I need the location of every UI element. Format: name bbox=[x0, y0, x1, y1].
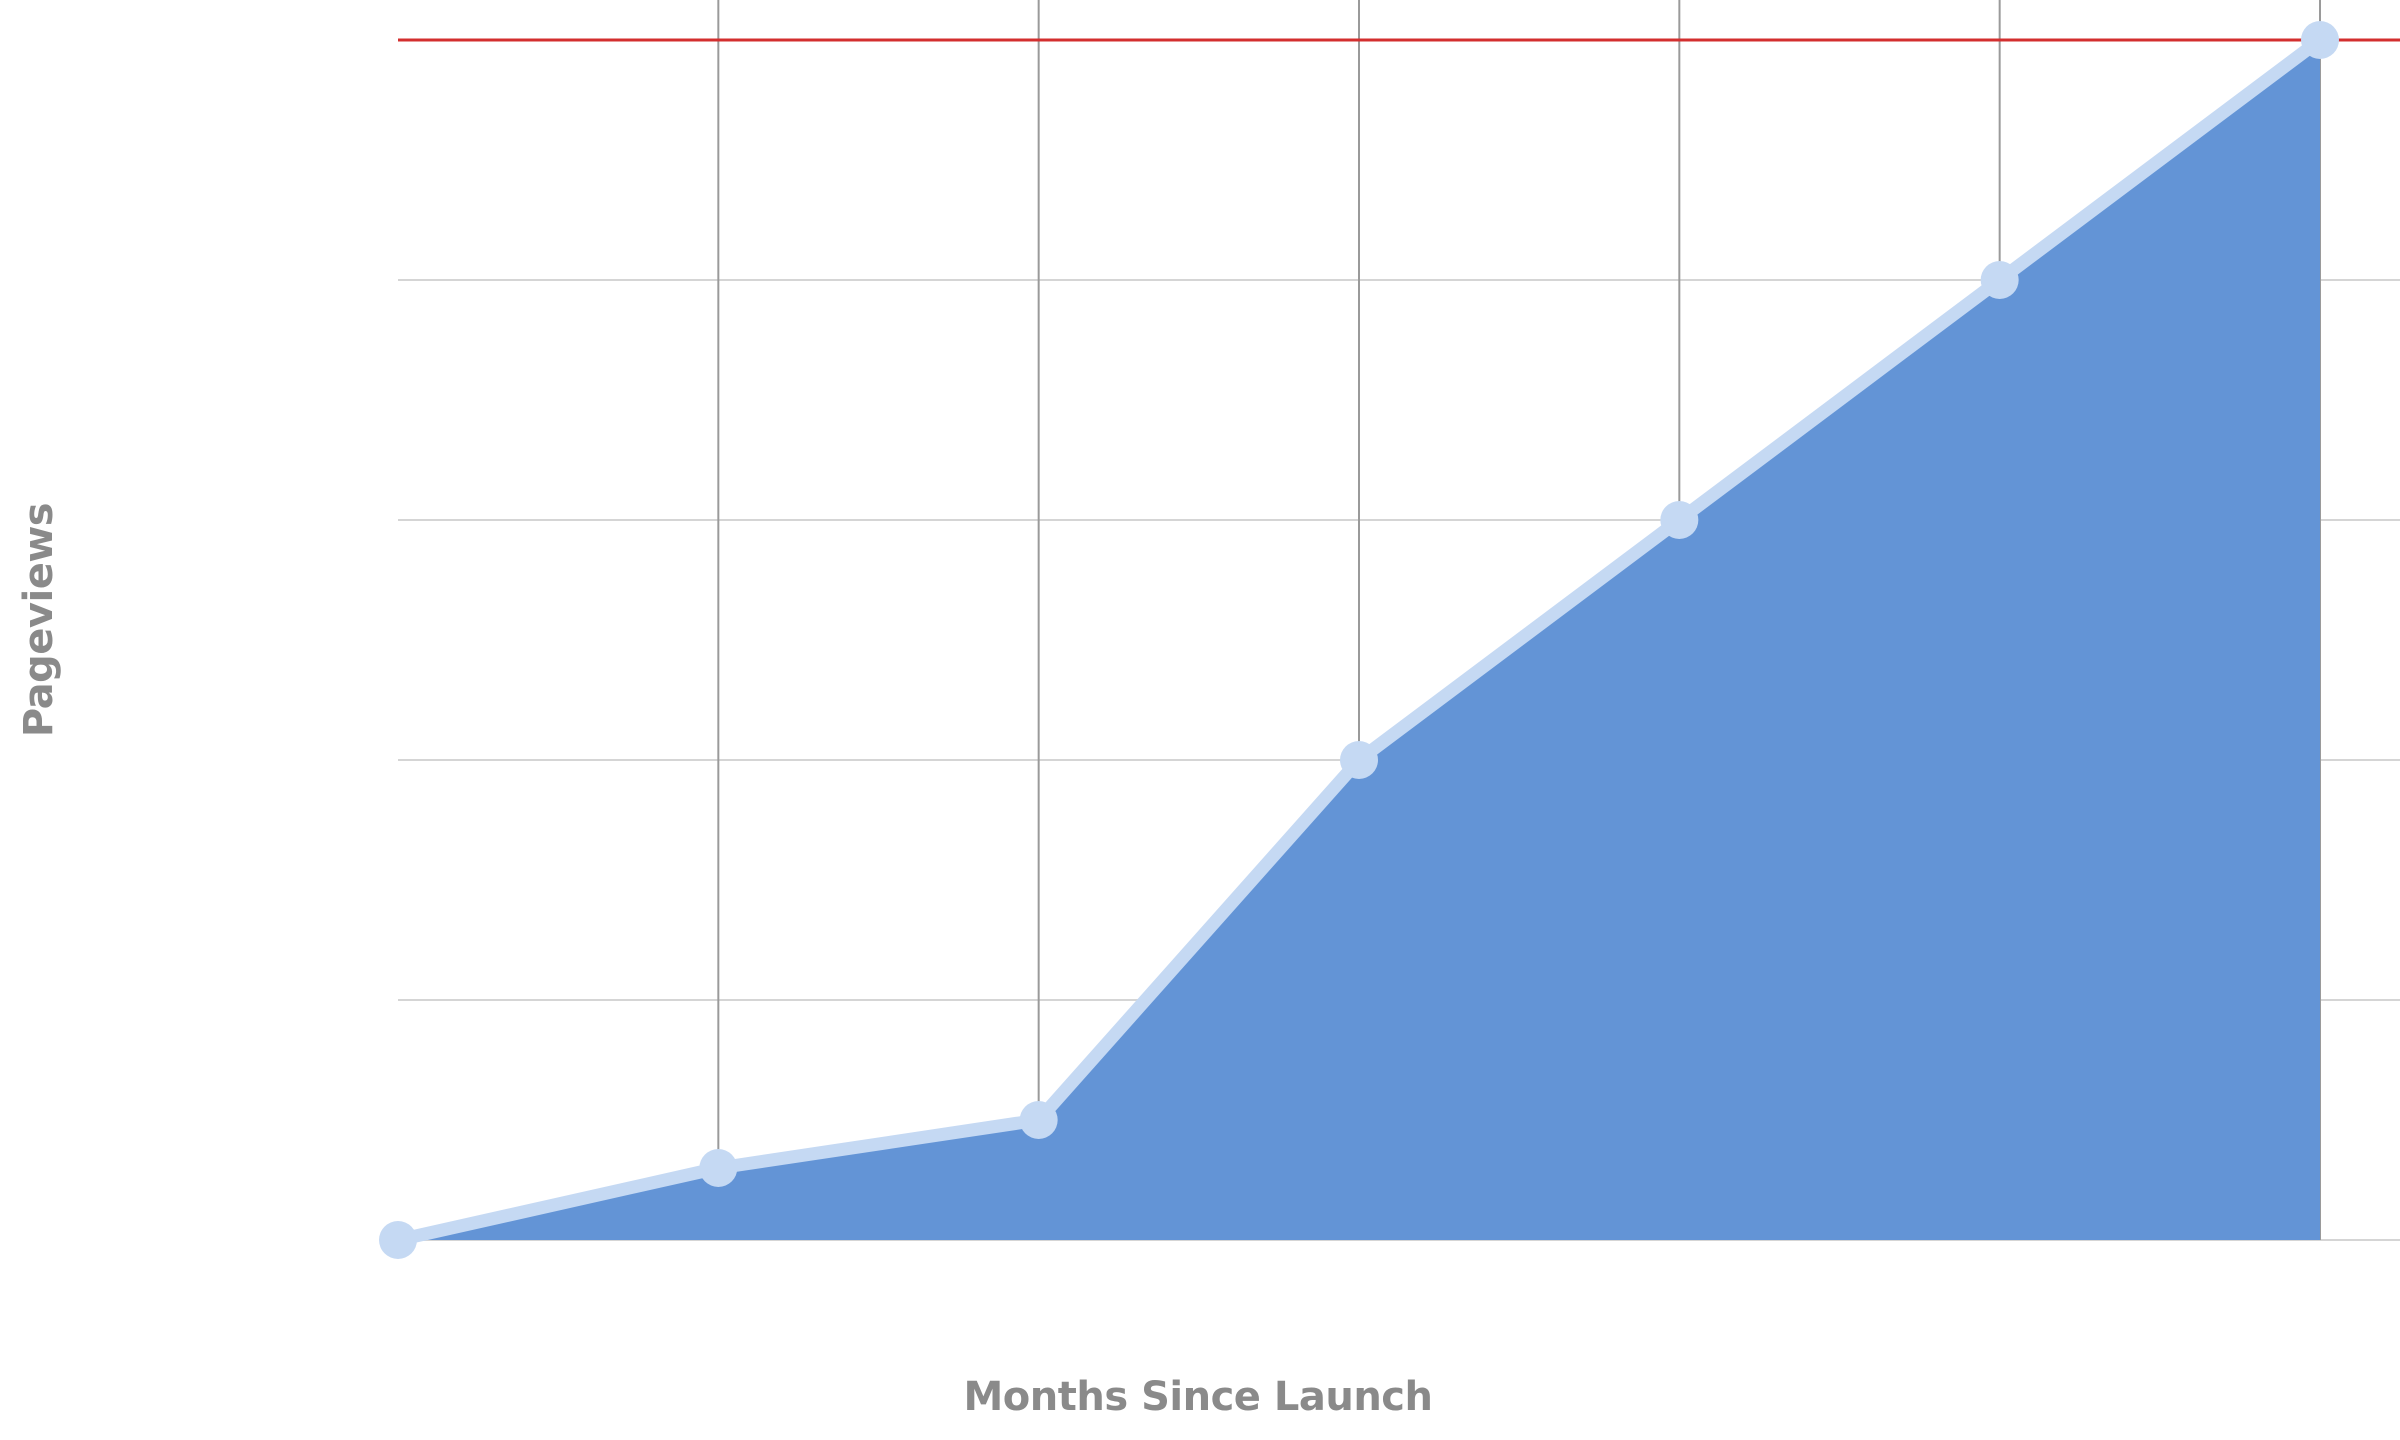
data-point-3 bbox=[1340, 741, 1378, 779]
x-axis-title: Months Since Launch bbox=[964, 1374, 1433, 1420]
area-fill bbox=[398, 40, 2320, 1240]
data-point-5 bbox=[1980, 261, 2019, 299]
data-point-0 bbox=[379, 1221, 417, 1259]
data-point-1 bbox=[699, 1149, 738, 1187]
y-axis-title: Pageviews bbox=[16, 503, 62, 737]
data-point-4 bbox=[1660, 501, 1699, 539]
data-point-2 bbox=[1019, 1101, 1058, 1139]
area-layer bbox=[398, 40, 2320, 1240]
marker-layer bbox=[379, 21, 2339, 1259]
data-point-6 bbox=[2301, 21, 2339, 59]
